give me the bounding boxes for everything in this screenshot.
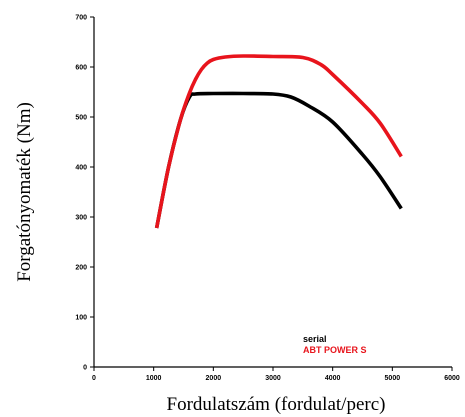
series-layer [154,54,403,229]
series-line-1 [154,54,403,229]
legend-entry-0: serial [303,334,327,344]
y-tick-label: 600 [75,65,87,72]
y-tick-label: 100 [75,315,87,322]
x-tick-label: 4000 [325,375,341,382]
legend-entry-1: ABT POWER S [303,345,367,355]
series-line-0 [154,91,403,229]
y-tick-label: 700 [75,15,87,22]
axes [93,17,452,368]
x-tick-label: 3000 [265,375,281,382]
x-axis-title: Fordulatszám (fordulat/perc) [167,394,386,415]
y-tick-label: 0 [83,365,87,372]
y-tick-label: 400 [75,165,87,172]
x-tick-label: 1000 [146,375,162,382]
x-tick-label: 0 [92,375,96,382]
y-tick-label: 500 [75,115,87,122]
x-tick-label: 5000 [385,375,401,382]
ticks: 0 1000 2000 3000 4000 5000 6000 0 100 200 300 400 50… [75,15,460,383]
x-tick-label: 2000 [206,375,222,382]
x-tick-label: 6000 [444,375,460,382]
y-tick-label: 300 [75,215,87,222]
y-axis-title: Forgatónyomaték (Nm) [14,102,35,282]
y-tick-label: 200 [75,265,87,272]
